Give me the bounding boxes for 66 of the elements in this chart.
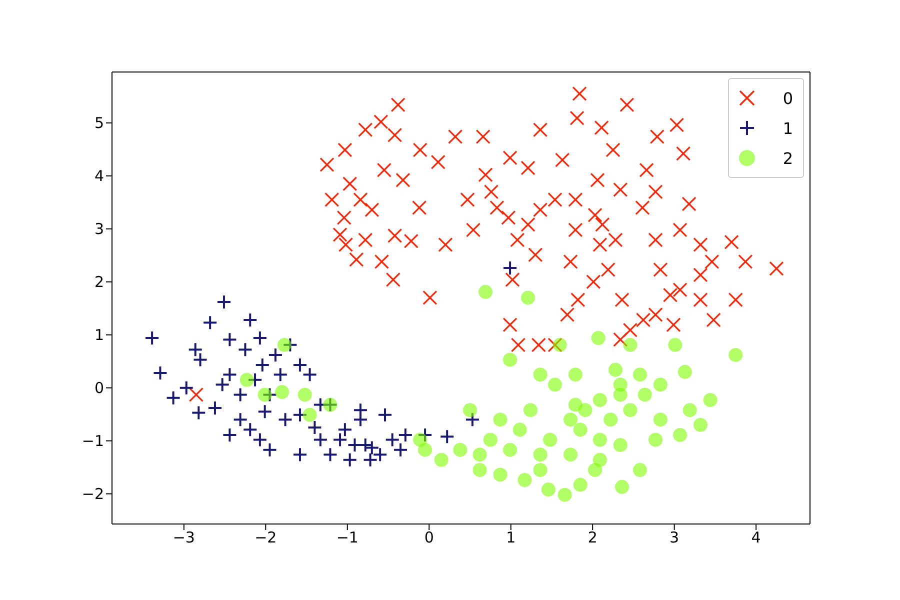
- point: [464, 412, 480, 428]
- point: [202, 315, 218, 330]
- point: [307, 420, 322, 436]
- y-tick-label: −2: [82, 485, 104, 504]
- point: [252, 330, 268, 346]
- y-tick-label: 5: [94, 114, 104, 132]
- point: [166, 390, 181, 406]
- x-tick-label: −2: [254, 528, 277, 547]
- point: [238, 342, 253, 358]
- point: [178, 380, 194, 396]
- point: [232, 412, 248, 428]
- y-tick-label: 4: [94, 167, 104, 186]
- point: [312, 432, 328, 448]
- point: [502, 260, 518, 276]
- legend-label: 2: [782, 148, 793, 168]
- legend-label: 1: [782, 118, 793, 138]
- point: [262, 442, 278, 458]
- point: [242, 422, 258, 438]
- point: [332, 432, 348, 448]
- x-tick-label: 2: [588, 528, 598, 547]
- point: [352, 402, 368, 418]
- x-tick-label: 3: [670, 528, 680, 547]
- x-tick-label: 1: [506, 528, 516, 547]
- point: [222, 367, 238, 382]
- x-tick-label: 0: [424, 528, 434, 547]
- point: [377, 407, 392, 422]
- point: [191, 405, 206, 420]
- point: [398, 427, 413, 442]
- point: [262, 387, 278, 402]
- point: [232, 387, 248, 402]
- point: [252, 432, 268, 448]
- point: [292, 358, 308, 373]
- point: [222, 427, 238, 442]
- point: [214, 377, 230, 392]
- point: [292, 447, 308, 462]
- point: [144, 330, 160, 346]
- point: [342, 452, 358, 468]
- y-tick-label: 1: [94, 326, 104, 344]
- point: [337, 422, 352, 438]
- point: [278, 412, 293, 428]
- y-tick-label: 3: [94, 220, 104, 238]
- point: [257, 404, 272, 420]
- point: [282, 337, 298, 352]
- point: [222, 332, 238, 348]
- point: [152, 365, 168, 380]
- y-tick-label: −1: [82, 432, 104, 450]
- point: [254, 358, 270, 373]
- point: [207, 400, 222, 416]
- point: [292, 407, 308, 422]
- point: [362, 452, 378, 468]
- y-tick-label: 0: [94, 379, 104, 398]
- x-tick-label: −1: [336, 528, 358, 547]
- point: [268, 347, 283, 362]
- y-tick-label: 2: [94, 273, 104, 292]
- x-tick-label: 4: [751, 528, 761, 547]
- point: [418, 427, 433, 442]
- point: [242, 312, 258, 328]
- point: [312, 397, 328, 412]
- legend-label: 0: [782, 88, 793, 108]
- point: [216, 294, 232, 310]
- point: [302, 367, 318, 382]
- point: [272, 367, 288, 382]
- point: [440, 429, 455, 444]
- x-tick-label: −3: [172, 528, 195, 547]
- point: [248, 372, 263, 388]
- point: [322, 447, 338, 462]
